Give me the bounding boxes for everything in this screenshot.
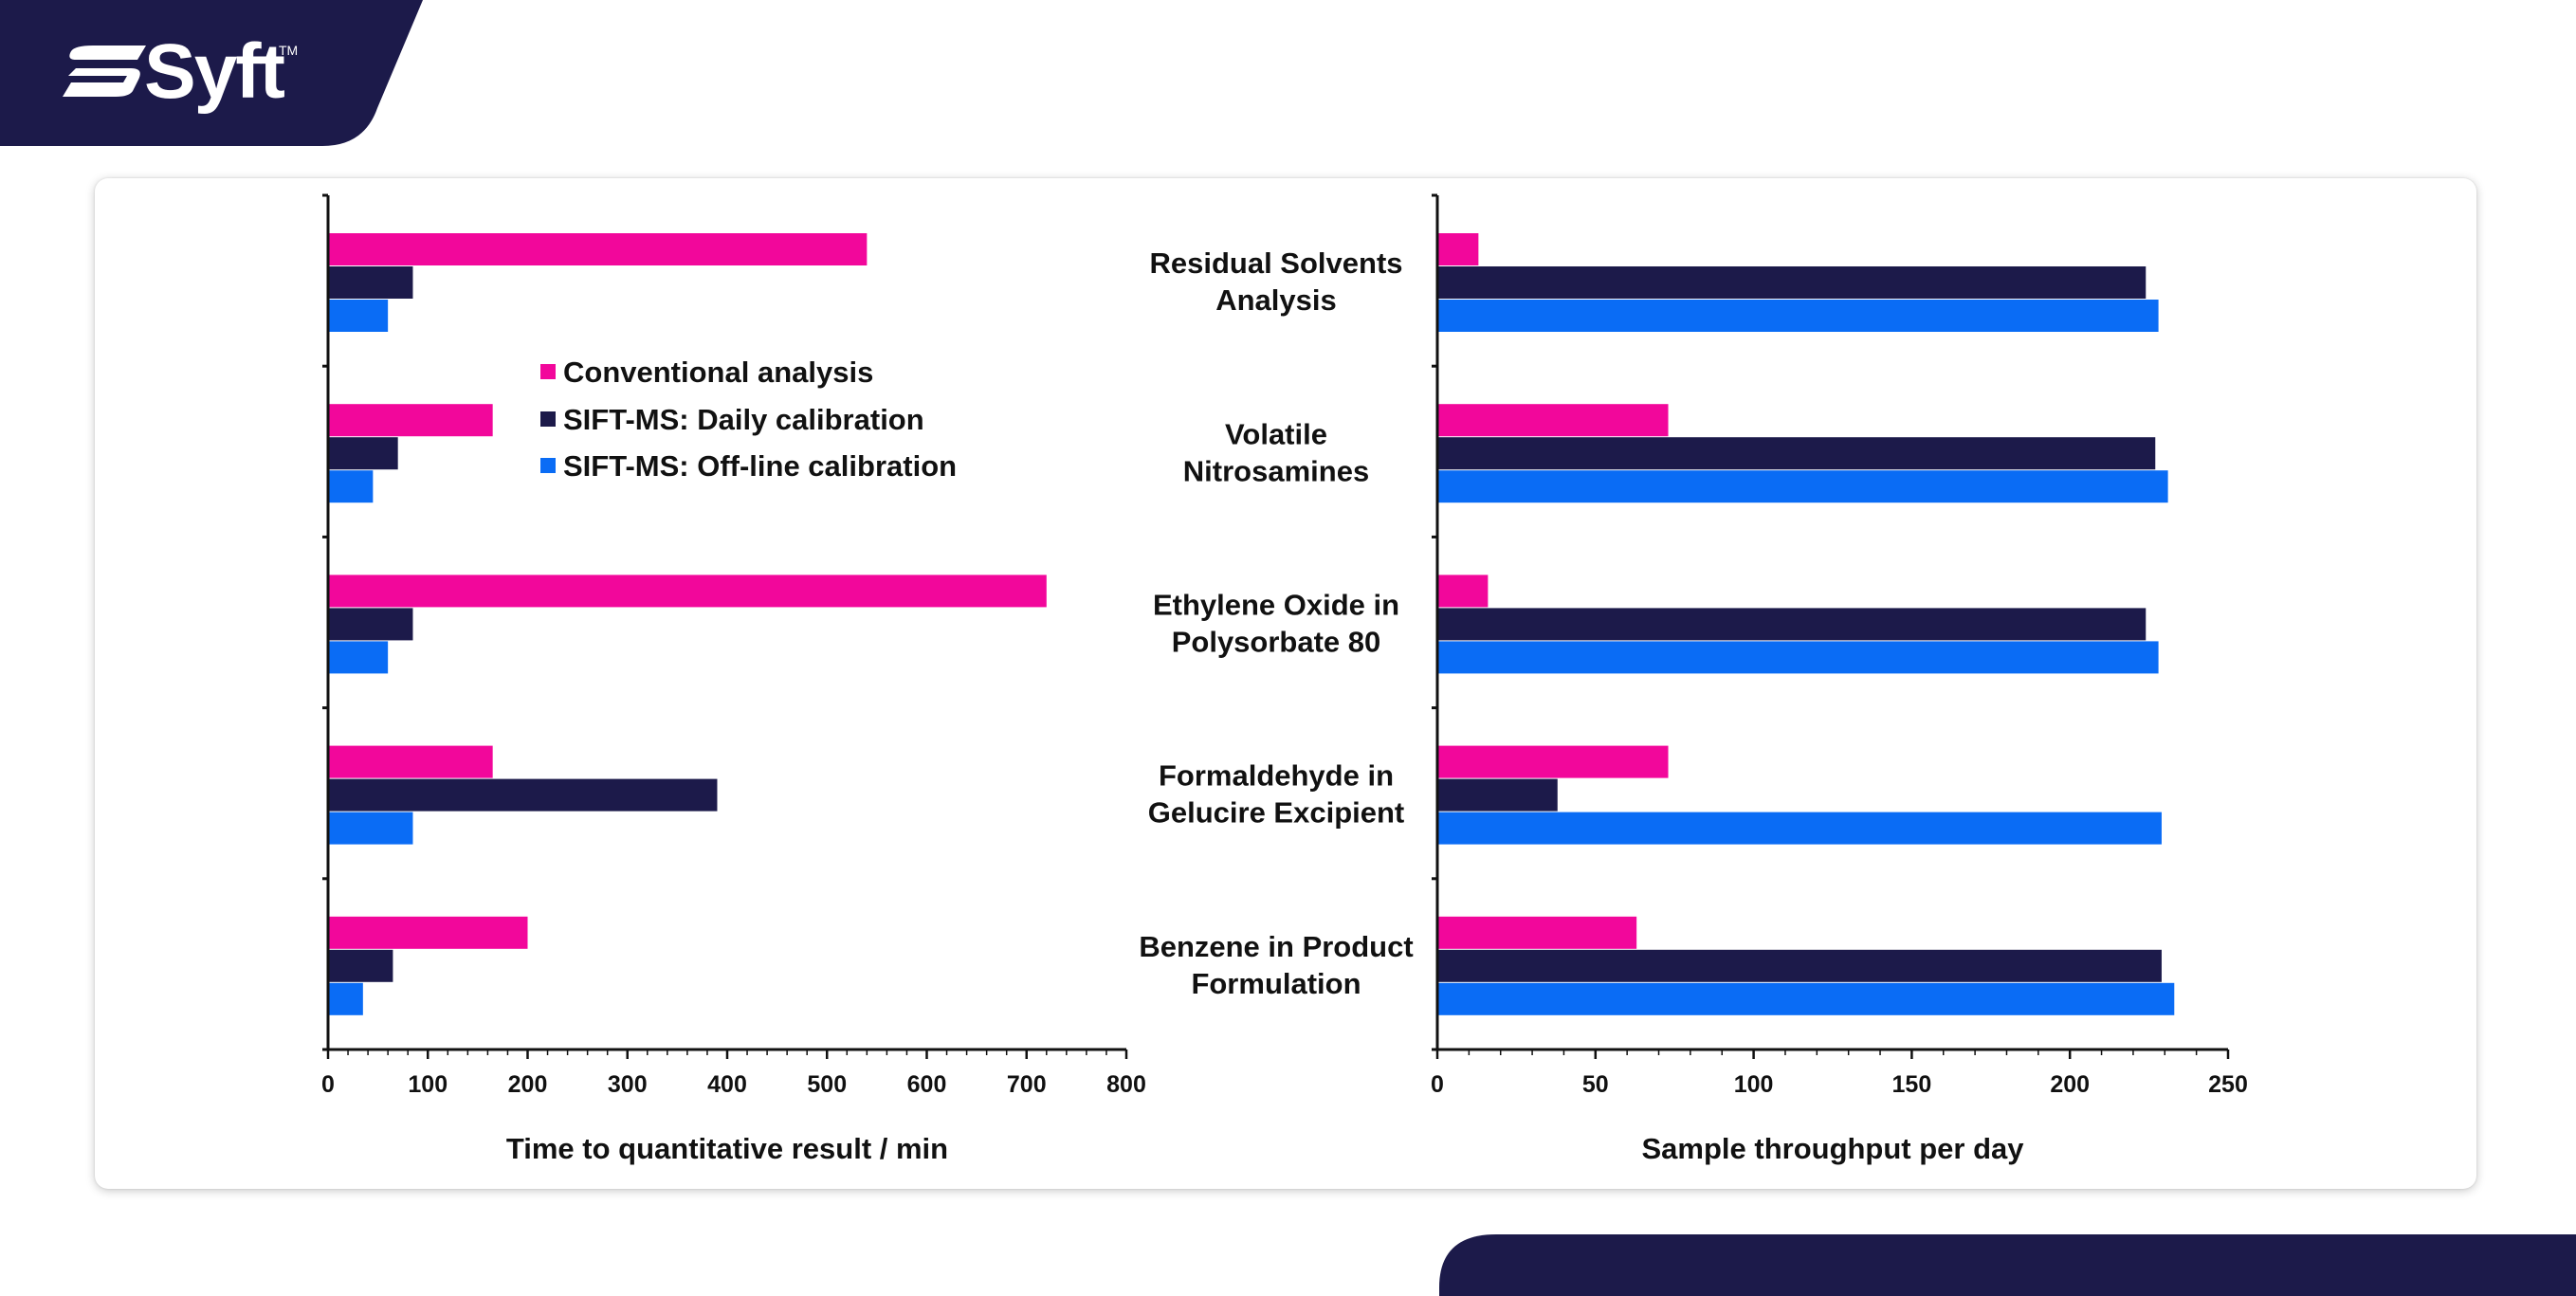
chart-card [95,178,2476,1189]
legend: Conventional analysis SIFT-MS: Daily cal… [540,356,957,483]
bar-throughput-4-2 [1437,982,2175,1015]
bar-time-2-2 [328,641,389,674]
bar-throughput-1-2 [1437,470,2168,503]
bar-throughput-2-2 [1437,641,2159,674]
bar-throughput-0-2 [1437,300,2159,332]
category-label-line: Nitrosamines [1183,454,1369,487]
x-tick-label: 800 [1106,1071,1146,1098]
bar-time-4-1 [328,949,393,982]
category-label-2: Ethylene Oxide in Polysorbate 80 [1153,589,1399,659]
bar-throughput-4-0 [1437,916,1637,949]
category-label-line: Residual Solvents [1149,246,1402,280]
x-tick-label: 200 [508,1071,548,1098]
x-tick-label: 150 [1892,1071,1932,1098]
legend-label-daily-calibration: SIFT-MS: Daily calibration [563,403,924,436]
category-label-line: Formaldehyde in [1159,759,1394,793]
legend-swatch-offline-calibration [540,458,556,473]
category-label-line: Volatile [1225,417,1327,450]
bar-time-1-1 [328,437,398,470]
bar-time-3-0 [328,745,493,778]
category-label-line: Polysorbate 80 [1172,626,1381,659]
bar-throughput-4-1 [1437,949,2162,982]
category-label-4: Benzene in Product Formulation [1139,930,1413,1000]
bar-time-4-0 [328,916,528,949]
category-label-1: Volatile Nitrosamines [1183,417,1369,487]
bar-throughput-3-1 [1437,778,1558,812]
x-tick-label: 100 [408,1071,448,1098]
category-label-0: Residual Solvents Analysis [1149,246,1402,317]
legend-swatch-daily-calibration [540,411,556,427]
chart-sample-throughput: 0 50 100 150 200 250 Sample throughput per day… [1139,193,2248,1165]
bar-time-2-0 [328,575,1047,608]
x-tick-label: 300 [608,1071,648,1098]
x-tick-label: 500 [807,1071,847,1098]
bar-throughput-2-1 [1437,608,2147,641]
bar-throughput-2-0 [1437,575,1489,608]
category-label-line: Ethylene Oxide in [1153,589,1399,622]
x-tick-label: 700 [1007,1071,1047,1098]
syft-logo: Syft TM [63,28,298,115]
brand-tab-shape [0,0,423,146]
category-label-3: Formaldehyde in Gelucire Excipient [1148,759,1405,830]
bar-time-1-0 [328,404,493,437]
x-axis-title: Sample throughput per day [1641,1132,2024,1165]
syft-trademark: TM [279,43,298,58]
chart-time-to-result: 0 100 200 300 400 500 600 700 800 Time to quantit… [321,193,1146,1165]
bar-time-1-2 [328,470,374,503]
legend-swatch-conventional [540,364,556,379]
bar-throughput-0-0 [1437,233,1479,265]
bar-throughput-3-0 [1437,745,1669,778]
legend-label-offline-calibration: SIFT-MS: Off-line calibration [563,449,957,483]
category-label-line: Formulation [1191,967,1361,1000]
brand-tab: Syft TM [0,0,423,146]
bar-time-2-1 [328,608,413,641]
x-tick-label: 200 [2050,1071,2090,1098]
x-tick-label: 100 [1734,1071,1774,1098]
legend-label-conventional: Conventional analysis [563,356,873,389]
bar-time-0-0 [328,233,868,265]
bar-time-0-1 [328,266,413,299]
bar-time-0-2 [328,300,389,332]
category-label-line: Gelucire Excipient [1148,796,1405,830]
bar-time-3-2 [328,812,413,845]
x-tick-label: 0 [321,1071,335,1098]
syft-logo-text: Syft [144,28,285,115]
x-tick-label: 400 [707,1071,747,1098]
x-tick-label: 50 [1582,1071,1609,1098]
footer-bar [1439,1234,2576,1296]
x-tick-label: 600 [907,1071,947,1098]
category-label-line: Benzene in Product [1139,930,1413,963]
bar-throughput-3-2 [1437,812,2162,845]
footer-bar-shape [1439,1234,2576,1296]
bar-time-4-2 [328,982,363,1015]
category-label-line: Analysis [1215,283,1337,317]
bar-time-3-1 [328,778,718,812]
syft-logo-mark-icon [63,46,146,97]
x-tick-label: 250 [2208,1071,2248,1098]
bar-throughput-1-0 [1437,404,1669,437]
bar-throughput-0-1 [1437,266,2147,299]
x-axis-title: Time to quantitative result / min [506,1132,948,1165]
bar-throughput-1-1 [1437,437,2156,470]
x-tick-label: 0 [1431,1071,1444,1098]
